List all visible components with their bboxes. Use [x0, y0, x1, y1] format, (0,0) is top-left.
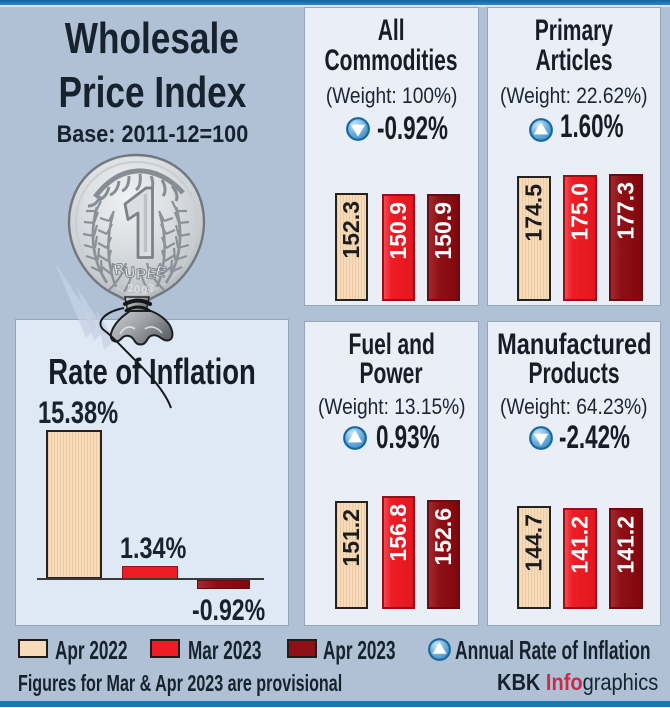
- svg-text:E: E: [146, 265, 158, 283]
- svg-text:0: 0: [141, 284, 148, 296]
- svg-text:U: U: [124, 264, 137, 282]
- svg-text:E: E: [154, 262, 168, 281]
- svg-text:P: P: [136, 266, 146, 283]
- svg-text:R: R: [112, 260, 127, 279]
- svg-text:2: 2: [127, 282, 135, 295]
- svg-text:3: 3: [146, 282, 154, 295]
- svg-text:0: 0: [134, 284, 140, 296]
